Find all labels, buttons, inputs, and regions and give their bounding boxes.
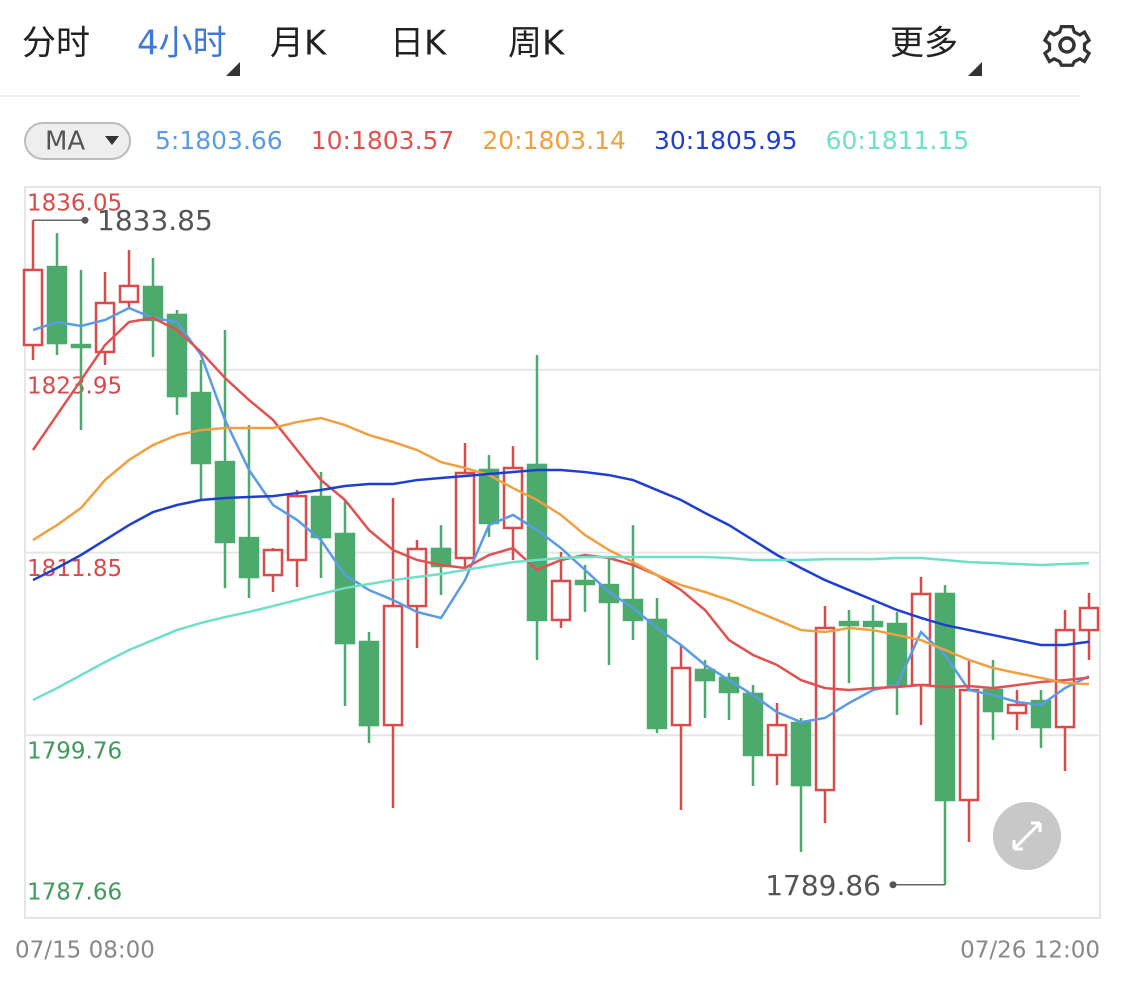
candle-body [286,494,308,562]
x-tick-label: 07/15 08:00 [15,938,155,964]
candle-body [838,620,860,627]
candle-body [70,343,92,349]
candle-body [358,640,380,727]
ma-line [32,555,1090,702]
candle-body [22,268,44,347]
candle-body [670,666,692,727]
candle-body [310,495,332,539]
indicator-arrow [105,136,119,145]
high-marker-dot [81,216,89,224]
candle-body [238,536,260,579]
tab[interactable]: 月K [270,24,328,64]
tab[interactable]: 周K [508,24,566,64]
candle-body [262,548,284,577]
high-marker-label: 1833.85 [97,204,213,237]
candle-body [766,723,788,757]
y-tick-label: 1799.76 [27,739,122,765]
candle-body [1078,606,1100,632]
candle-body [382,604,404,727]
indicator-button[interactable] [24,122,131,160]
ma-line [32,416,1090,686]
more-arrow [968,62,982,76]
tab[interactable]: 4小时 [137,24,227,64]
candle-body [1006,703,1028,715]
active-tab-arrow [226,62,240,76]
candle-body [934,592,956,802]
low-marker-dot [889,881,897,889]
legend-entry: 60:1811.15 [826,126,970,155]
y-tick-label: 1836.05 [27,191,122,217]
y-tick-label: 1811.85 [27,556,122,582]
legend-entry: 10:1803.57 [311,126,455,155]
expand-icon [1012,821,1042,851]
plot: 1787.66 1799.76 1811.85 1823.95 1836.051833.… [22,186,1100,919]
legend-entry: 5:1803.66 [155,126,283,155]
candle-body [478,468,500,525]
candle-body [454,471,476,560]
ma-line [31,316,1090,692]
candle-body [574,579,596,586]
candle-body [646,618,668,730]
candle-body [142,285,164,322]
candle-body [862,620,884,628]
tab-bar: 分时 4小时 月K 日K 周K [22,24,566,64]
candle-body [214,460,236,544]
y-tick-label: 1787.66 [27,880,122,906]
candle-body [526,463,548,622]
tab[interactable]: 日K [390,24,448,64]
legend-entry: 20:1803.14 [482,126,626,155]
candle-body [502,466,524,530]
y-tick-label: 1823.95 [27,373,122,399]
x-tick-label: 07/26 12:00 [960,938,1100,964]
candle-body [790,721,812,787]
tab[interactable]: 分时 [22,24,90,64]
candle-body [694,668,716,682]
candle-body [550,579,572,622]
ma-line [32,468,1090,647]
settings-icon[interactable] [1042,24,1092,67]
indicator-label: MA [45,127,85,157]
candle-body [958,688,980,802]
candle-body [1030,699,1052,729]
candle-body [814,626,836,792]
candle-body [118,284,140,304]
low-marker-label: 1789.86 [765,869,881,902]
more-tab[interactable]: 更多 [890,24,958,64]
candle-body [742,692,764,757]
candle-body [190,391,212,465]
candle-body [46,265,68,345]
legend-entry: 30:1805.95 [654,126,798,155]
ma-line [32,306,1090,724]
